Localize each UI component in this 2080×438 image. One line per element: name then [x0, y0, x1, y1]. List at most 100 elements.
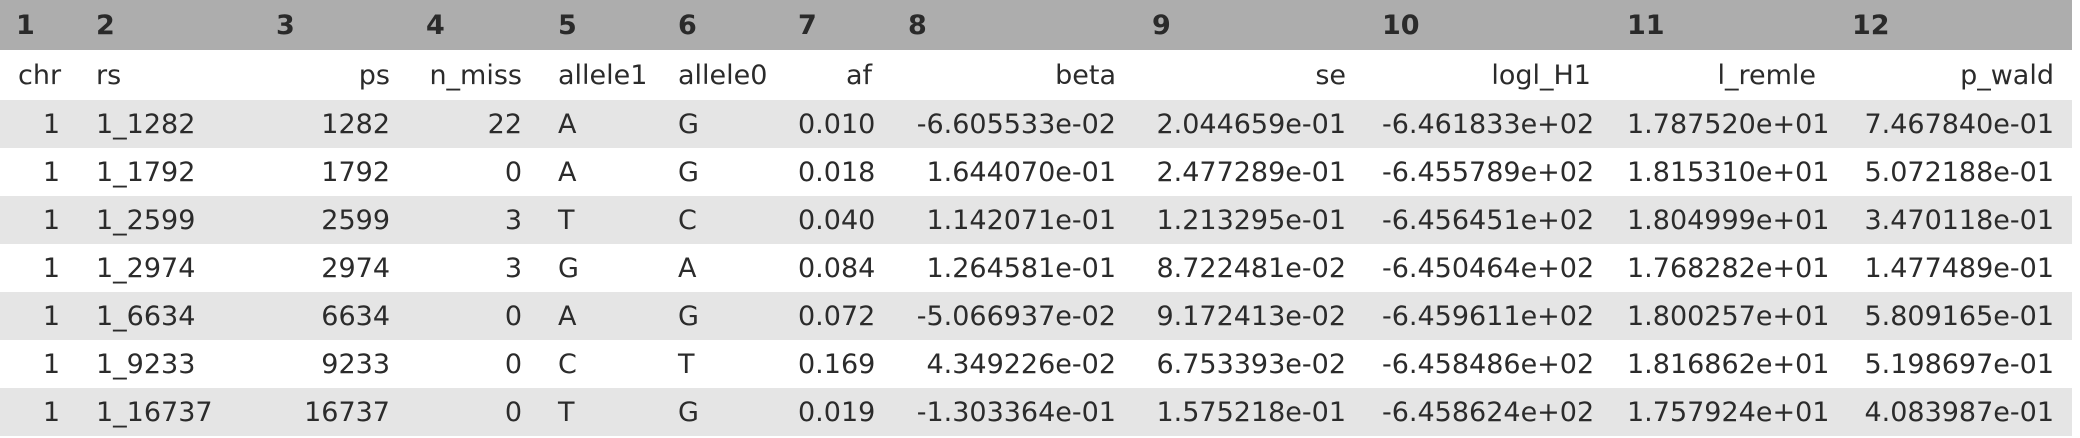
column-number: 6	[678, 9, 697, 41]
cell-beta: 1.142071e-01	[926, 204, 1116, 236]
cell-beta: -6.605533e-02	[916, 108, 1116, 140]
cell-allele0: A	[678, 252, 697, 284]
cell-rs: 1_9233	[96, 348, 196, 380]
cell-p-wald: 5.198697e-01	[1864, 348, 2054, 380]
cell-logl-h1: -6.455789e+02	[1382, 156, 1595, 188]
cell-allele0: G	[678, 396, 699, 428]
cell-af: 0.018	[798, 156, 876, 188]
cell-rs: 1_16737	[96, 396, 213, 428]
column-number: 12	[1852, 9, 1890, 41]
column-number: 2	[96, 9, 115, 41]
cell-af: 0.040	[798, 204, 876, 236]
cell-se: 8.722481e-02	[1156, 252, 1346, 284]
column-number: 5	[558, 9, 577, 41]
cell-p-wald: 7.467840e-01	[1864, 108, 2054, 140]
cell-logl-h1: -6.458486e+02	[1382, 348, 1595, 380]
cell-logl-h1: -6.456451e+02	[1382, 204, 1595, 236]
cell-p-wald: 5.072188e-01	[1864, 156, 2054, 188]
cell-allele0: C	[678, 204, 697, 236]
cell-n-miss: 22	[487, 108, 522, 140]
table-row: 1 1_6634 6634 0 A G 0.072 -5.066937e-02 …	[0, 292, 2072, 340]
table-row: 1 1_2599 2599 3 T C 0.040 1.142071e-01 1…	[0, 196, 2072, 244]
cell-rs: 1_1792	[96, 156, 196, 188]
cell-beta: -5.066937e-02	[916, 300, 1116, 332]
column-number: 1	[16, 9, 35, 41]
cell-af: 0.072	[798, 300, 876, 332]
table-body: 1 1_1282 1282 22 A G 0.010 -6.605533e-02…	[0, 100, 2072, 436]
column-header-row: chr rs ps n_miss allele1 allele0 af beta…	[0, 50, 2072, 100]
cell-allele0: G	[678, 300, 699, 332]
column-number: 8	[908, 9, 927, 41]
cell-l-remle: 1.815310e+01	[1627, 156, 1830, 188]
cell-logl-h1: -6.459611e+02	[1382, 300, 1595, 332]
table-row: 1 1_1792 1792 0 A G 0.018 1.644070e-01 2…	[0, 148, 2072, 196]
table-row: 1 1_16737 16737 0 T G 0.019 -1.303364e-0…	[0, 388, 2072, 436]
cell-beta: 4.349226e-02	[926, 348, 1116, 380]
cell-chr: 1	[42, 396, 60, 428]
cell-chr: 1	[42, 252, 60, 284]
cell-chr: 1	[42, 108, 60, 140]
column-number: 7	[798, 9, 817, 41]
cell-n-miss: 0	[504, 156, 522, 188]
cell-chr: 1	[42, 204, 60, 236]
cell-chr: 1	[42, 156, 60, 188]
column-header-se: se	[1315, 59, 1346, 91]
column-number: 10	[1382, 9, 1420, 41]
cell-allele1: A	[558, 108, 577, 140]
column-number: 4	[426, 9, 445, 41]
cell-af: 0.010	[798, 108, 876, 140]
column-header-allele1: allele1	[558, 59, 648, 91]
column-header-n-miss: n_miss	[429, 59, 522, 91]
cell-ps: 1792	[321, 156, 390, 188]
column-header-chr: chr	[18, 59, 62, 91]
cell-rs: 1_2974	[96, 252, 196, 284]
cell-allele1: T	[558, 204, 575, 236]
cell-allele0: G	[678, 108, 699, 140]
cell-n-miss: 0	[504, 396, 522, 428]
column-header-af: af	[845, 59, 872, 91]
cell-se: 2.044659e-01	[1156, 108, 1346, 140]
cell-allele1: A	[558, 156, 577, 188]
cell-ps: 16737	[304, 396, 390, 428]
cell-p-wald: 1.477489e-01	[1864, 252, 2054, 284]
cell-allele1: G	[558, 252, 579, 284]
cell-allele1: T	[558, 396, 575, 428]
cell-l-remle: 1.768282e+01	[1627, 252, 1830, 284]
cell-rs: 1_1282	[96, 108, 196, 140]
cell-l-remle: 1.757924e+01	[1627, 396, 1830, 428]
cell-ps: 6634	[321, 300, 390, 332]
column-header-allele0: allele0	[678, 59, 768, 91]
column-header-logl-h1: logl_H1	[1491, 59, 1591, 91]
cell-ps: 2599	[321, 204, 390, 236]
column-header-ps: ps	[358, 59, 390, 91]
cell-l-remle: 1.804999e+01	[1627, 204, 1830, 236]
cell-allele1: A	[558, 300, 577, 332]
column-header-beta: beta	[1055, 59, 1116, 91]
cell-p-wald: 4.083987e-01	[1864, 396, 2054, 428]
cell-p-wald: 5.809165e-01	[1864, 300, 2054, 332]
cell-chr: 1	[42, 300, 60, 332]
column-number: 3	[276, 9, 295, 41]
cell-l-remle: 1.787520e+01	[1627, 108, 1830, 140]
cell-af: 0.019	[798, 396, 876, 428]
cell-af: 0.169	[798, 348, 876, 380]
table-row: 1 1_2974 2974 3 G A 0.084 1.264581e-01 8…	[0, 244, 2072, 292]
cell-allele0: G	[678, 156, 699, 188]
cell-n-miss: 0	[504, 348, 522, 380]
column-number-row: 1 2 3 4 5 6 7 8 9 10 11 12	[0, 0, 2072, 50]
cell-beta: 1.264581e-01	[926, 252, 1116, 284]
cell-allele1: C	[558, 348, 577, 380]
cell-allele0: T	[678, 348, 695, 380]
cell-logl-h1: -6.461833e+02	[1382, 108, 1595, 140]
cell-se: 1.575218e-01	[1156, 396, 1346, 428]
cell-logl-h1: -6.458624e+02	[1382, 396, 1595, 428]
cell-l-remle: 1.800257e+01	[1627, 300, 1830, 332]
cell-rs: 1_6634	[96, 300, 196, 332]
cell-se: 2.477289e-01	[1156, 156, 1346, 188]
cell-rs: 1_2599	[96, 204, 196, 236]
table-row: 1 1_1282 1282 22 A G 0.010 -6.605533e-02…	[0, 100, 2072, 148]
cell-af: 0.084	[798, 252, 876, 284]
cell-n-miss: 3	[504, 252, 522, 284]
